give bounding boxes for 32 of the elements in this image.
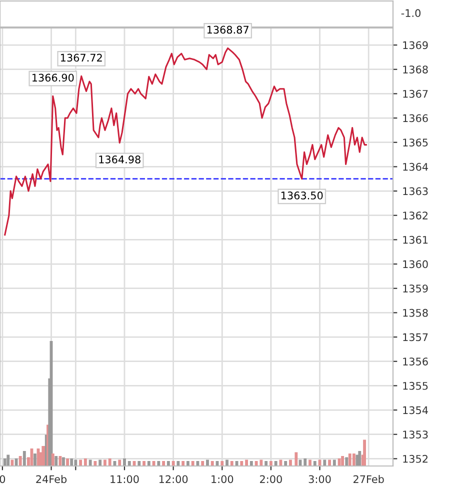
x-tick-label: 0 xyxy=(0,475,6,484)
y-tick-label: 1360 xyxy=(403,260,428,268)
y-tick-label: 1368 xyxy=(403,66,428,74)
x-tick-label: 24Feb xyxy=(36,475,67,484)
x-tick-label: 12:00 xyxy=(159,475,188,484)
annotation: 1368.87 xyxy=(207,26,248,34)
y-tick-label: 1357 xyxy=(403,333,428,342)
annotation: 1367.72 xyxy=(60,54,102,62)
x-tick-label: 1:00 xyxy=(212,475,234,484)
y-tick-label: 1365 xyxy=(403,138,428,146)
annotation: 1364.98 xyxy=(99,156,140,164)
y-tick-label: 1364 xyxy=(403,162,428,171)
ref-line-label: 27Feb xyxy=(354,475,384,484)
text: -1.0 xyxy=(401,9,420,18)
y-tick-label: 1352 xyxy=(403,454,428,463)
y-tick-label: 1367 xyxy=(403,90,428,98)
y-tick-label: 1353 xyxy=(403,430,428,438)
y-tick-label: 1369 xyxy=(403,41,428,50)
y-tick-label: 1355 xyxy=(403,382,428,390)
annotation: 1366.90 xyxy=(32,74,74,82)
x-tick-label: 11:00 xyxy=(110,475,139,484)
y-tick-label: 1354 xyxy=(403,406,428,414)
x-tick-label: 3:00 xyxy=(308,475,331,484)
x-tick-label: 2:00 xyxy=(260,475,282,484)
y-tick-label: 1366 xyxy=(403,114,428,122)
y-tick-label: 1361 xyxy=(403,236,428,244)
y-tick-label: 1363 xyxy=(403,187,428,196)
y-tick-label: 1356 xyxy=(403,358,428,366)
y-tick-label: 1362 xyxy=(403,212,428,220)
y-tick-label: 1358 xyxy=(403,308,428,317)
y-tick-label: 1359 xyxy=(403,284,428,292)
annotation: 1363.50 xyxy=(281,192,323,200)
